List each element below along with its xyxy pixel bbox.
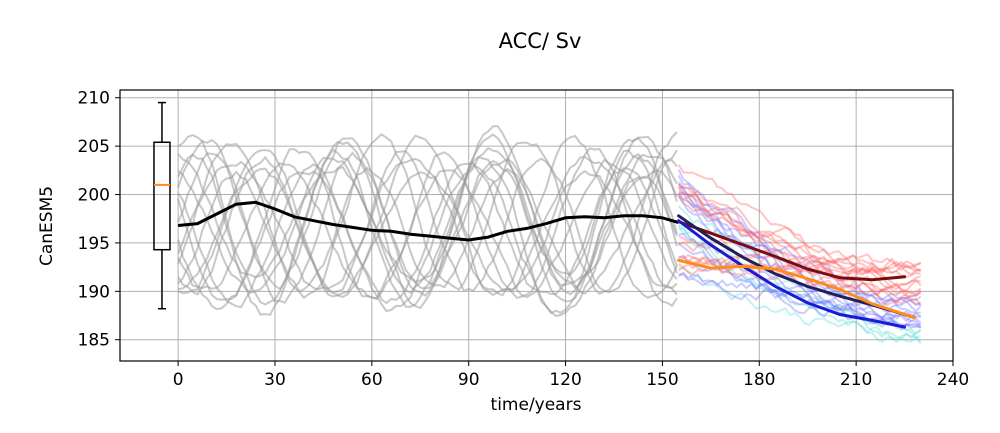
ensemble-member-line <box>177 151 678 304</box>
ensemble-member-line <box>177 134 678 299</box>
future-member-line <box>677 183 922 329</box>
future-member-line <box>677 195 922 307</box>
future-member-line <box>678 253 922 272</box>
x-tick-label: 210 <box>840 370 872 390</box>
future-member-line <box>677 174 922 301</box>
y-tick-label: 205 <box>78 137 110 157</box>
ensemble-member-line <box>177 148 678 317</box>
future-member-line <box>677 205 922 342</box>
chart-title: ACC/ Sv <box>499 29 582 53</box>
y-tick-label: 200 <box>78 186 110 206</box>
x-axis-label: time/years <box>491 395 582 415</box>
dark-red-mean-line <box>677 220 907 282</box>
future-member-line <box>678 227 922 336</box>
y-tick-label: 190 <box>78 282 110 302</box>
future-member-line <box>678 252 921 275</box>
y-tick-label: 195 <box>78 234 110 254</box>
boxplot-box <box>153 141 171 251</box>
x-axis-ticks: 0 30 60 90 120 150 180 210 240 <box>173 361 969 390</box>
ensemble-member-line <box>177 167 678 297</box>
future-member-line <box>677 169 921 314</box>
future-member-line <box>677 193 922 289</box>
navy-mean-line <box>677 214 916 319</box>
future-member-line <box>677 186 922 298</box>
future-member-lines <box>677 164 922 345</box>
ensemble-member-line <box>177 149 678 296</box>
future-member-line <box>677 224 922 341</box>
ensemble-member-line <box>177 125 678 310</box>
y-tick-label: 185 <box>78 331 110 351</box>
x-tick-label: 240 <box>937 370 969 390</box>
ensemble-member-line <box>177 155 678 297</box>
x-tick-label: 120 <box>549 370 581 390</box>
future-member-line <box>677 189 922 297</box>
future-member-line <box>677 164 921 276</box>
plot-frame <box>119 89 954 362</box>
future-member-line <box>678 224 922 345</box>
future-member-line <box>678 191 922 332</box>
ensemble-member-line <box>177 166 678 293</box>
blue-mean-line <box>677 219 907 329</box>
x-tick-label: 30 <box>264 370 286 390</box>
x-tick-label: 180 <box>743 370 775 390</box>
future-member-line <box>678 257 921 293</box>
mean-lines <box>177 200 916 329</box>
future-member-line <box>677 192 922 323</box>
future-member-line <box>678 185 922 291</box>
future-member-line <box>678 183 921 329</box>
future-member-line <box>677 194 922 307</box>
future-member-line <box>678 266 922 344</box>
ensemble-member-line <box>177 163 678 318</box>
x-tick-label: 0 <box>173 370 184 390</box>
ensemble-member-line <box>177 131 678 300</box>
x-tick-label: 150 <box>646 370 678 390</box>
boxplot <box>153 101 171 310</box>
x-tick-label: 90 <box>458 370 480 390</box>
y-axis-label: CanESM5 <box>37 186 57 266</box>
orange-mean-line <box>677 258 916 319</box>
y-axis-ticks: 185 190 195 200 205 210 <box>78 89 120 351</box>
future-member-line <box>678 238 921 278</box>
x-tick-label: 60 <box>361 370 383 390</box>
future-member-line <box>677 181 922 275</box>
historical-mean-line <box>177 200 680 242</box>
y-tick-label: 210 <box>78 89 110 109</box>
ensemble-lines <box>177 125 678 318</box>
